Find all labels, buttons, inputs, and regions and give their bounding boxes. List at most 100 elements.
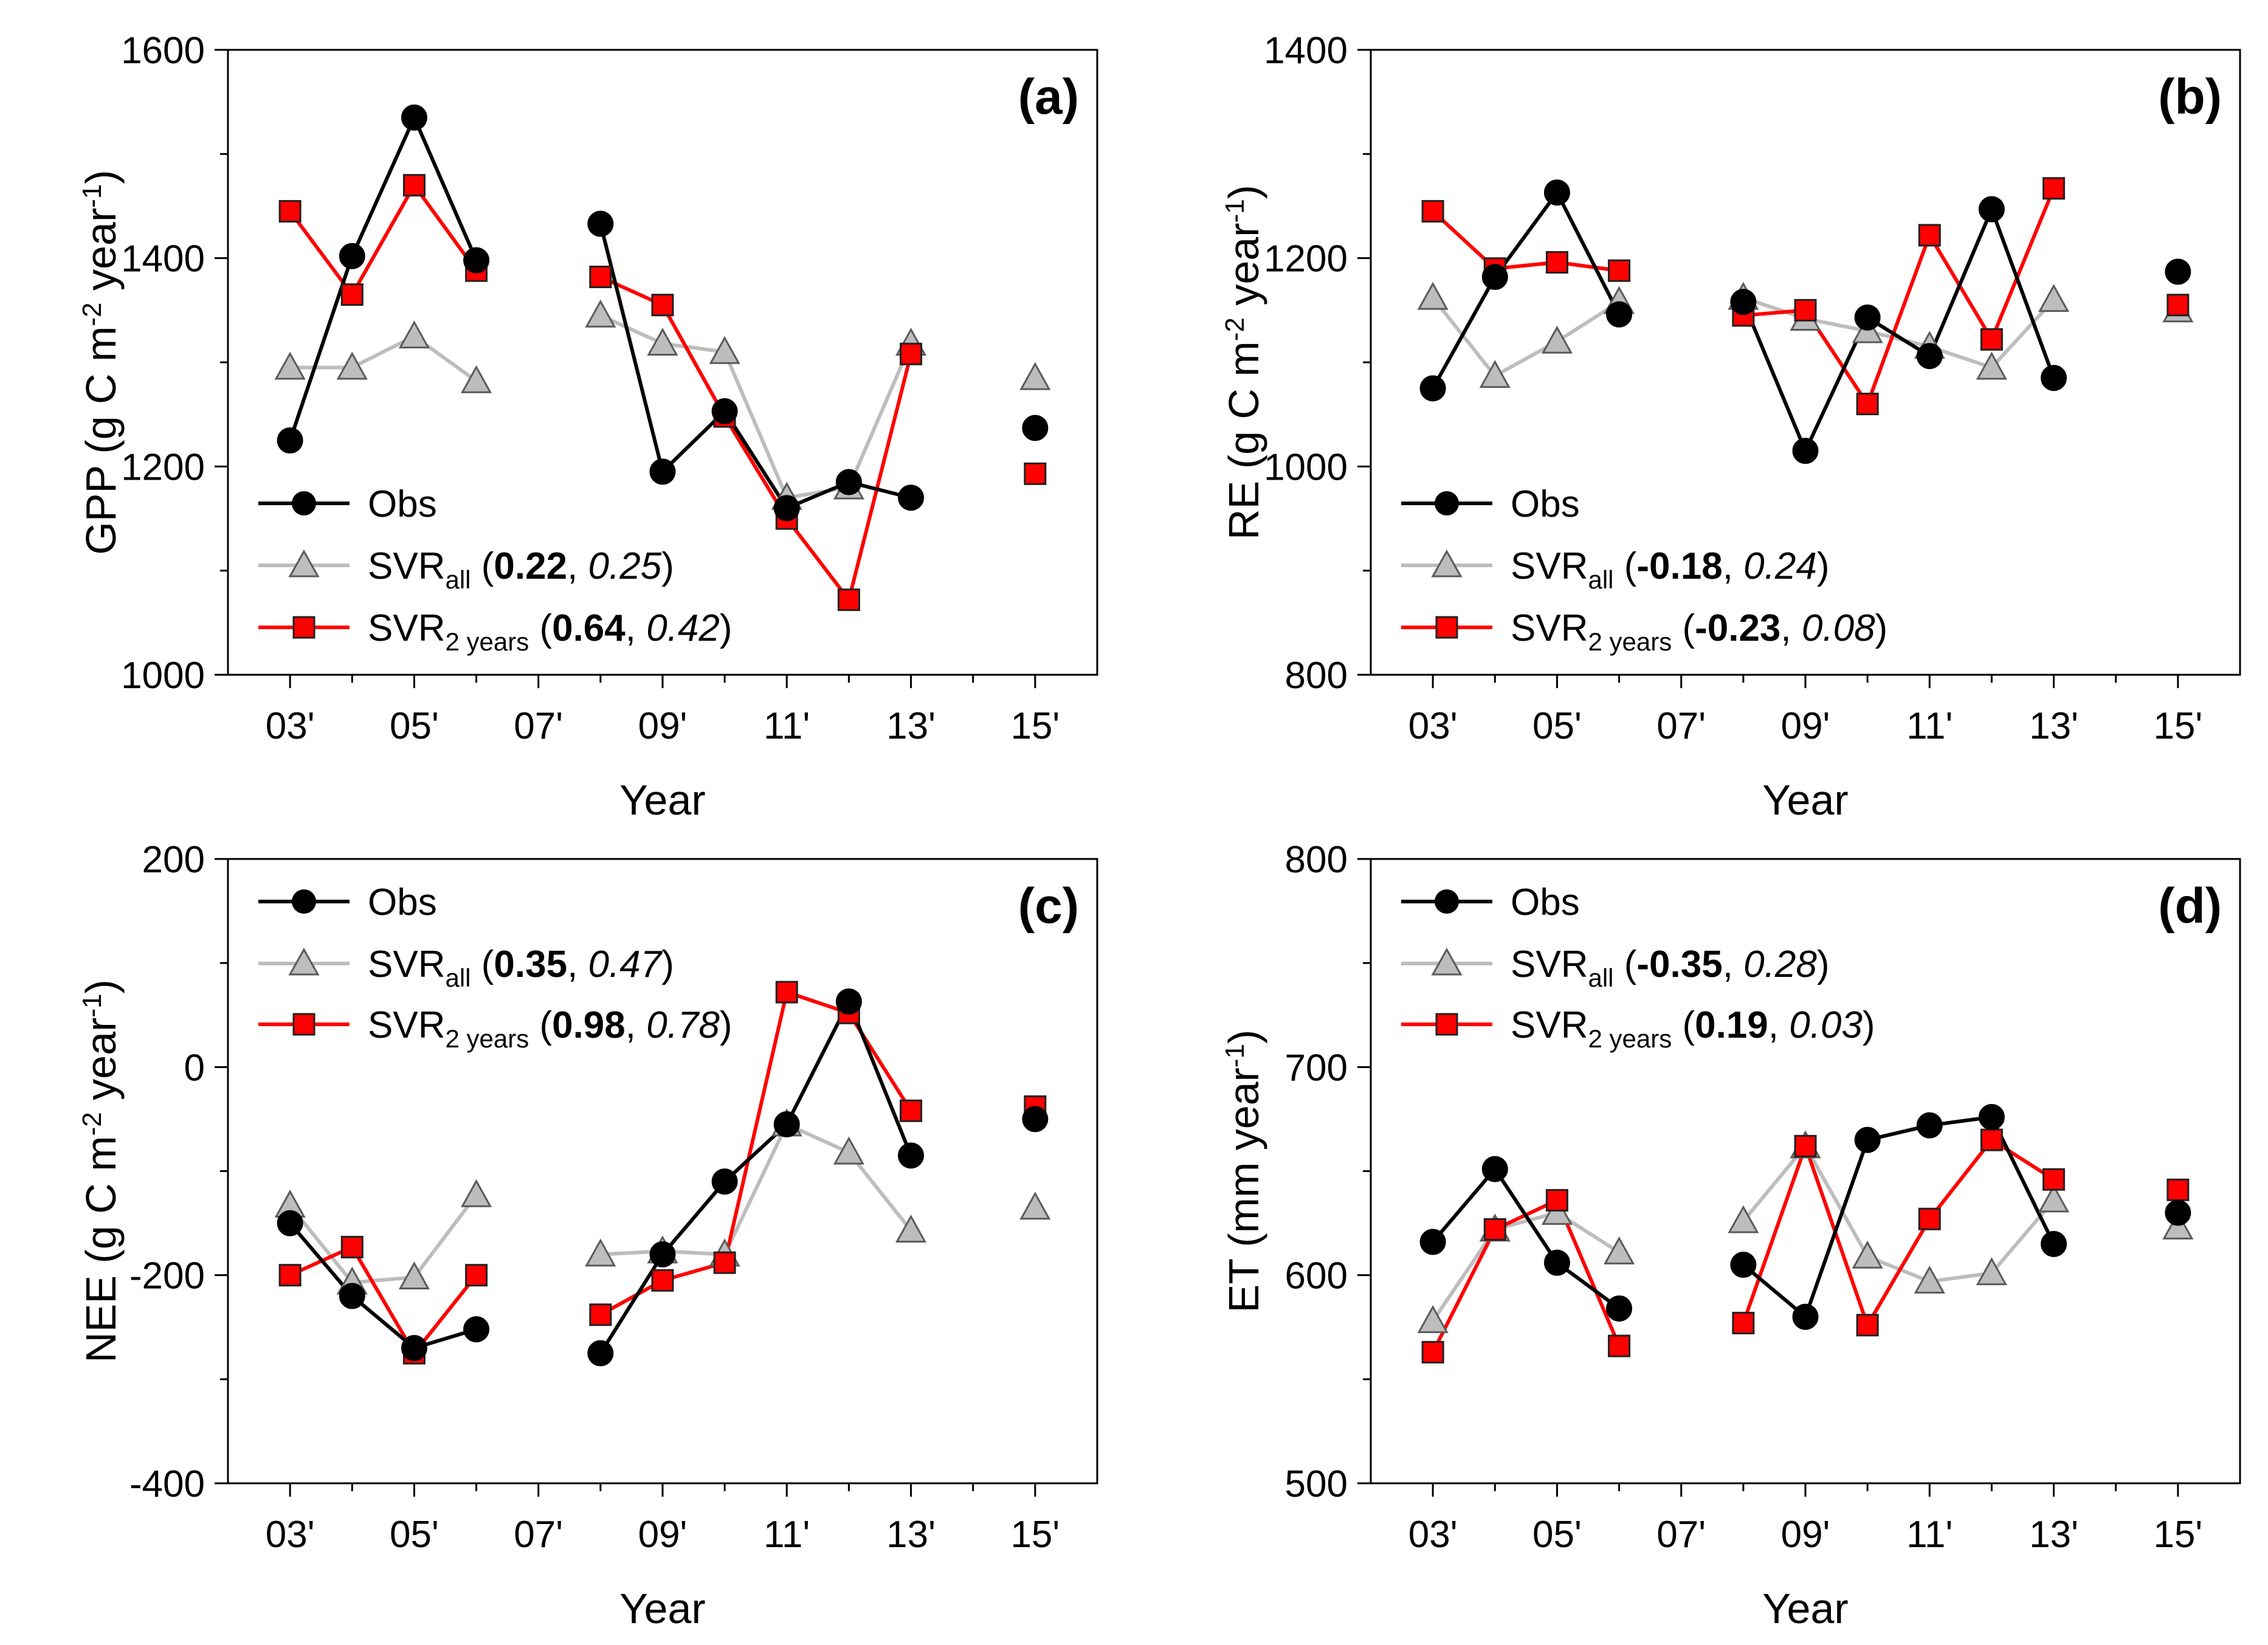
legend-marker-circle [292, 491, 316, 516]
x-tick-label: 05' [390, 1514, 439, 1556]
obs-point [587, 1340, 614, 1367]
y-tick-label: 1600 [121, 30, 205, 72]
x-tick-label: 09' [1781, 705, 1830, 747]
legend-paren-open: ( [529, 607, 552, 649]
series-line-circle [288, 116, 478, 441]
svr-all-point [1604, 1236, 1635, 1264]
svr-all-point [647, 328, 678, 356]
legend-marker-triangle [1431, 947, 1463, 976]
legend-stat-correlation: 0.19 [1695, 1004, 1768, 1046]
y-tick-label: 800 [1285, 655, 1348, 697]
series-line-circle [1431, 190, 1621, 390]
legend-marker-circle [1435, 491, 1459, 516]
legend-series-name: SVR [368, 1004, 445, 1046]
legend-stat-correlation: -0.23 [1695, 607, 1780, 649]
legend-marker-circle [1435, 889, 1459, 914]
x-tick-label: 13' [2029, 705, 2078, 747]
legend-paren-close: ) [1817, 545, 1830, 587]
legend-paren-open: ( [1614, 545, 1637, 587]
legend-separator: , [1768, 1004, 1789, 1046]
legend-entry: Obs [368, 881, 437, 923]
y-tick-label: 800 [1285, 839, 1348, 881]
legend-entry: SVRall (-0.18, 0.24) [1511, 545, 1830, 594]
svr-2years-point [1608, 1334, 1631, 1357]
obs-point [649, 458, 676, 485]
x-tick-label: 11' [763, 705, 810, 747]
svr-2years-point [1856, 393, 1879, 416]
y-axis-label-text: year [1220, 222, 1267, 317]
svr-all-point [585, 1238, 616, 1267]
y-axis-label-superscript: -2 [1220, 317, 1250, 341]
legend-entry: SVR2 years (0.19, 0.03) [1511, 1004, 1875, 1053]
legend-separator: , [567, 943, 588, 985]
obs-point [649, 1241, 676, 1267]
obs-point [835, 469, 862, 495]
obs-point [898, 485, 925, 511]
legend-paren-close: ) [1817, 943, 1830, 985]
legend-marker-square [1435, 616, 1458, 639]
legend-entry: SVR2 years (0.64, 0.42) [368, 607, 732, 656]
legend-subscript: all [445, 565, 470, 594]
svr-all-point [1976, 351, 2007, 380]
legend-subscript: 2 years [445, 627, 529, 656]
obs-point [463, 247, 490, 274]
obs-point [2165, 258, 2191, 285]
obs-point [1022, 1106, 1049, 1133]
svr-2years-point [2166, 1178, 2190, 1201]
panel-a: 03' 05' 07' 09' 11' 13' 15' 1000 1200 1400 1600 Yea… [77, 30, 1098, 824]
svr-2years-point [340, 283, 364, 306]
svr-2years-point [1545, 1188, 1568, 1212]
y-axis-label-text: ) [1220, 185, 1267, 199]
svr-all-point [461, 365, 492, 393]
obs-point [1730, 289, 1757, 316]
obs-point [1419, 375, 1446, 402]
svr-all-point [585, 299, 616, 328]
svr-all-point [833, 1136, 864, 1165]
svr-all-point [895, 1214, 927, 1243]
y-axis-label-superscript: -1 [77, 184, 107, 208]
legend-stat-correlation: -0.35 [1636, 943, 1722, 985]
x-tick-label: 15' [1010, 1514, 1060, 1556]
x-tick-label: 05' [390, 705, 439, 747]
y-tick-label: -400 [129, 1463, 205, 1505]
obs-point [1916, 1112, 1943, 1139]
legend-entry: SVRall (0.35, 0.47) [368, 943, 674, 992]
series-line-square [1431, 1198, 1621, 1353]
legend-stat-correlation: 0.22 [494, 545, 567, 587]
svr-all-point [1541, 325, 1573, 354]
legend-series-name: SVR [1511, 545, 1588, 587]
y-axis-label-text: ) [77, 170, 125, 184]
svr-all-point [1976, 1257, 2007, 1286]
legend-stat-second: 0.28 [1743, 943, 1817, 985]
y-tick-label: 700 [1285, 1047, 1348, 1089]
legend-series-name: SVR [368, 607, 445, 649]
y-tick-label: 1400 [1264, 30, 1348, 72]
x-tick-label: 15' [2153, 705, 2202, 747]
panel-label: (b) [2158, 69, 2222, 125]
legend-paren-close: ) [661, 545, 674, 587]
x-tick-label: 05' [1532, 1514, 1582, 1556]
y-tick-label: 1000 [121, 655, 205, 697]
legend-separator: , [626, 1004, 646, 1046]
x-tick-label: 09' [638, 705, 688, 747]
panel-c: 03' 05' 07' 09' 11' 13' 15' -400 -200 0 200 Year NEE… [77, 839, 1098, 1632]
legend-paren-close: ) [1875, 607, 1888, 649]
obs-point [2041, 365, 2067, 391]
svr-2years-point [1980, 1128, 2003, 1151]
x-axis-label: Year [1762, 776, 1848, 824]
obs-point [401, 1334, 427, 1361]
y-axis-label-superscript: -1 [1220, 199, 1250, 222]
x-tick-label: 11' [763, 1514, 810, 1556]
series-line-triangle [1742, 1144, 2055, 1283]
svr-2years-point [1732, 1311, 1755, 1334]
svr-all-point [1852, 1240, 1883, 1269]
series-line-triangle [1742, 295, 2055, 370]
svr-2years-point [651, 294, 674, 317]
obs-point [2165, 1199, 2191, 1226]
y-tick-label: 1200 [1264, 238, 1348, 280]
obs-point [898, 1142, 925, 1169]
svr-all-point [709, 336, 740, 364]
x-tick-label: 11' [1906, 705, 1953, 747]
